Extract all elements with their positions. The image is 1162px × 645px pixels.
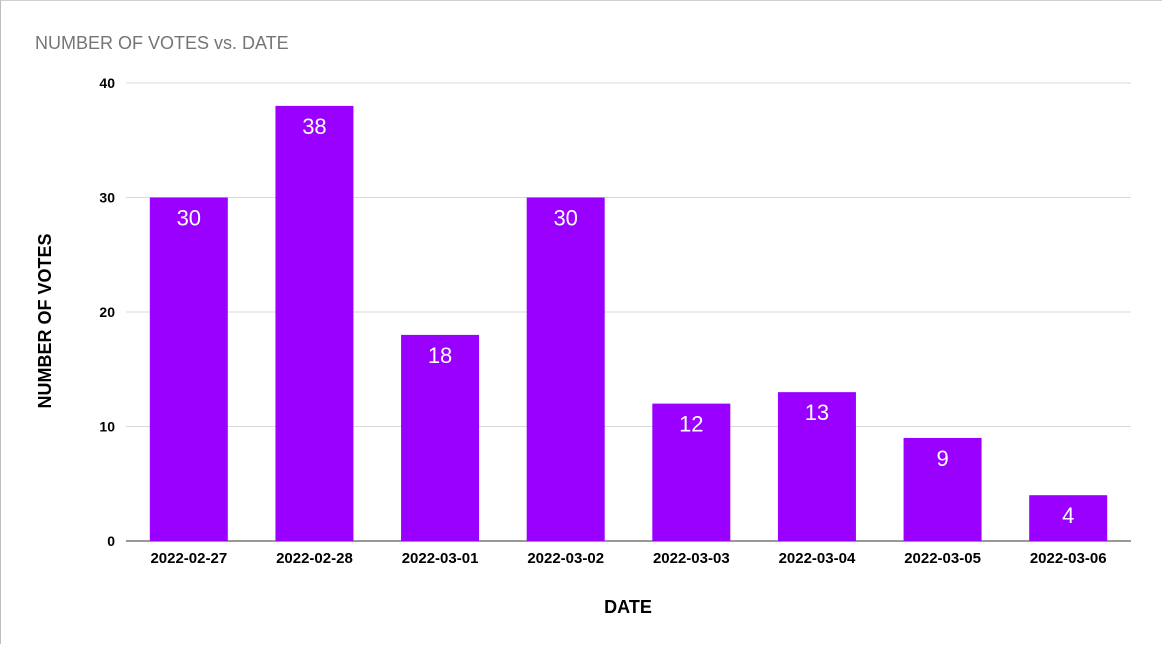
bar xyxy=(652,403,731,541)
y-tick-label: 10 xyxy=(99,419,115,435)
data-label: 13 xyxy=(805,400,829,425)
bar xyxy=(526,197,605,541)
x-tick-labels: 2022-02-27 2022-02-28 2022-03-01 2022-03-02… xyxy=(150,550,1106,567)
bar xyxy=(777,392,856,541)
data-label: 9 xyxy=(936,446,948,471)
x-tick-label: 2022-03-04 xyxy=(779,550,856,567)
chart-title: NUMBER OF VOTES vs. DATE xyxy=(35,33,289,53)
y-axis-title: NUMBER OF VOTES xyxy=(35,233,55,408)
x-tick-label: 2022-03-05 xyxy=(904,550,981,567)
y-tick-label: 30 xyxy=(99,190,115,206)
data-label: 30 xyxy=(177,206,201,231)
bars xyxy=(149,105,1108,542)
y-tick-label: 0 xyxy=(107,533,115,549)
x-tick-label: 2022-03-06 xyxy=(1030,550,1107,567)
data-label: 38 xyxy=(302,114,326,139)
y-tick-labels: 0 10 20 30 40 xyxy=(99,75,115,549)
x-axis-title: DATE xyxy=(604,597,652,617)
data-label: 4 xyxy=(1062,503,1074,528)
y-tick-label: 40 xyxy=(99,75,115,91)
y-tick-label: 20 xyxy=(99,304,115,320)
bar xyxy=(275,105,354,542)
x-tick-label: 2022-02-27 xyxy=(150,550,227,567)
x-tick-label: 2022-03-01 xyxy=(402,550,479,567)
data-label: 12 xyxy=(679,412,703,437)
x-tick-label: 2022-03-03 xyxy=(653,550,730,567)
bar xyxy=(903,437,982,541)
bar xyxy=(149,197,228,541)
data-label: 18 xyxy=(428,343,452,368)
x-tick-label: 2022-02-28 xyxy=(276,550,353,567)
x-tick-label: 2022-03-02 xyxy=(527,550,604,567)
data-label: 30 xyxy=(553,206,577,231)
bar xyxy=(1029,495,1108,541)
data-labels: 30 38 18 30 12 13 9 4 xyxy=(177,114,1075,528)
bar xyxy=(401,334,480,541)
